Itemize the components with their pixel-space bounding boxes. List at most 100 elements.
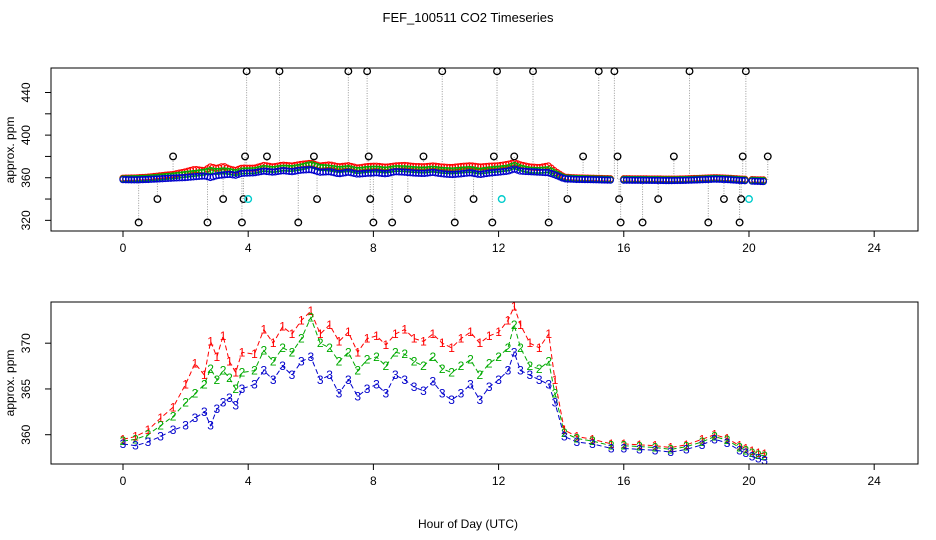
top-y-tick-label: 360 — [19, 167, 33, 187]
bottom-series-3-point: 3 — [527, 368, 534, 382]
top-series-3-point — [690, 176, 698, 184]
top-flagged-point — [719, 195, 728, 203]
bottom-x-tick-label: 24 — [868, 474, 882, 488]
bottom-series-1-point: 1 — [749, 444, 756, 458]
top-series-3-point — [319, 168, 327, 176]
top-series-3-point — [302, 166, 310, 174]
top-series-3-point — [124, 176, 133, 184]
bottom-series-3-point: 3 — [270, 373, 277, 387]
top-flagged-point — [313, 195, 321, 203]
top-series-3-point — [606, 176, 614, 184]
top-series-3-point — [370, 169, 378, 177]
top-series-3-point — [670, 176, 679, 185]
bottom-series-1-point: 1 — [573, 430, 580, 444]
bottom-series-2-point: 2 — [220, 364, 227, 378]
bottom-series-2-point: 2 — [260, 344, 267, 358]
top-series-3-point — [240, 169, 248, 177]
bottom-series-2-point: 2 — [430, 350, 437, 364]
bottom-series-3-point: 3 — [505, 364, 512, 378]
top-series-3-point — [581, 175, 589, 184]
bottom-series-3-point: 3 — [476, 393, 483, 407]
bottom-series-3-point: 3 — [667, 445, 674, 459]
top-series-3-point — [754, 177, 762, 185]
bottom-x-tick-label: 4 — [245, 474, 252, 488]
bottom-series-1-point: 1 — [354, 345, 361, 359]
top-series-3-point — [732, 176, 741, 184]
bottom-y-tick-label: 360 — [19, 424, 33, 444]
top-series-3-point — [522, 167, 530, 176]
top-series-3-point — [756, 177, 765, 186]
top-series-3-point — [751, 177, 759, 185]
top-series-3-point — [417, 169, 426, 178]
bottom-series-3-point: 3 — [724, 436, 731, 450]
bottom-series-2-point: 2 — [132, 432, 139, 446]
bottom-series-1-point: 1 — [711, 428, 718, 442]
top-series-3-point — [696, 176, 704, 184]
top-series-3-point — [741, 177, 749, 185]
top-series-3-point — [161, 174, 169, 183]
bottom-series-3-point: 3 — [207, 419, 214, 433]
top-series-3-point — [567, 175, 575, 183]
top-flagged-point — [510, 152, 519, 161]
bottom-series-1-point: 1 — [761, 447, 768, 461]
bottom-series-2-point: 2 — [326, 341, 333, 355]
bottom-series-3-point: 3 — [201, 405, 208, 419]
top-series-3-point — [341, 169, 350, 177]
bottom-series-2-point: 2 — [298, 332, 305, 346]
bottom-series-3-point: 3 — [743, 446, 750, 460]
top-series-3-point — [474, 170, 482, 178]
bottom-series-1-point: 1 — [157, 411, 164, 425]
bottom-series-1-point: 1 — [383, 338, 390, 352]
top-series-3-point — [133, 176, 141, 184]
bottom-series-2-point: 2 — [364, 353, 371, 367]
top-panel: 0 4 8 12 16 20 24 320 360 400 440 approx. ppm — [3, 67, 919, 255]
bottom-series-2-point: 2 — [495, 350, 502, 364]
bottom-series-3-point: 3 — [573, 435, 580, 449]
bottom-series-3-point: 3 — [232, 398, 239, 412]
top-series-3-point — [147, 175, 155, 183]
bottom-series-3-point: 3 — [652, 443, 659, 457]
bottom-series-3-point: 3 — [736, 443, 743, 457]
bottom-series-1-point: 1 — [527, 336, 534, 350]
bottom-series-2-point: 2 — [517, 341, 524, 355]
top-series-3-point — [392, 168, 400, 176]
bottom-series-2-point: 2 — [724, 433, 731, 447]
bottom-series-2-point: 2 — [251, 364, 258, 378]
bottom-series-2-point: 2 — [270, 354, 277, 368]
bottom-series-1-point: 1 — [448, 341, 455, 355]
bottom-series-1-point: 1 — [401, 322, 408, 336]
bottom-series-2-point: 2 — [383, 359, 390, 373]
bottom-series-1-point: 1 — [476, 336, 483, 350]
bottom-series-3-point: 3 — [536, 373, 543, 387]
top-flagged-point — [493, 67, 501, 76]
top-x-tick-label: 0 — [120, 241, 127, 255]
bottom-series-1-point: 1 — [411, 332, 418, 346]
top-series-3-point — [679, 176, 687, 185]
bottom-series-1-point: 1 — [743, 441, 750, 455]
bottom-series-2-point: 2 — [711, 430, 718, 444]
top-series-3-point — [364, 169, 372, 177]
top-series-3-point — [645, 176, 653, 185]
bottom-series-3-point: 3 — [545, 377, 552, 391]
top-connectors — [138, 71, 769, 223]
top-series-3-point — [178, 174, 186, 182]
bottom-series-2-point: 2 — [336, 354, 343, 368]
bottom-series-2-point: 2 — [573, 431, 580, 445]
top-markers — [119, 67, 772, 227]
bottom-series-3-point: 3 — [326, 368, 333, 382]
top-series-3-point — [586, 175, 595, 184]
top-flagged-point — [203, 218, 212, 227]
bottom-series-1-point: 1 — [120, 432, 127, 446]
top-flagged-point — [613, 152, 622, 161]
bottom-series-1-point: 1 — [214, 350, 221, 364]
bottom-series-1-point: 1 — [392, 327, 399, 341]
bottom-series-3-point: 3 — [711, 432, 718, 446]
top-series-3-point — [759, 177, 768, 186]
top-series-3-point — [603, 176, 612, 184]
top-y-tick-label: 440 — [19, 82, 33, 102]
bottom-series-2-point: 2 — [561, 426, 568, 440]
top-series-3-point — [727, 176, 735, 184]
top-series-3-point — [682, 176, 690, 184]
top-series-3-point — [539, 168, 547, 177]
